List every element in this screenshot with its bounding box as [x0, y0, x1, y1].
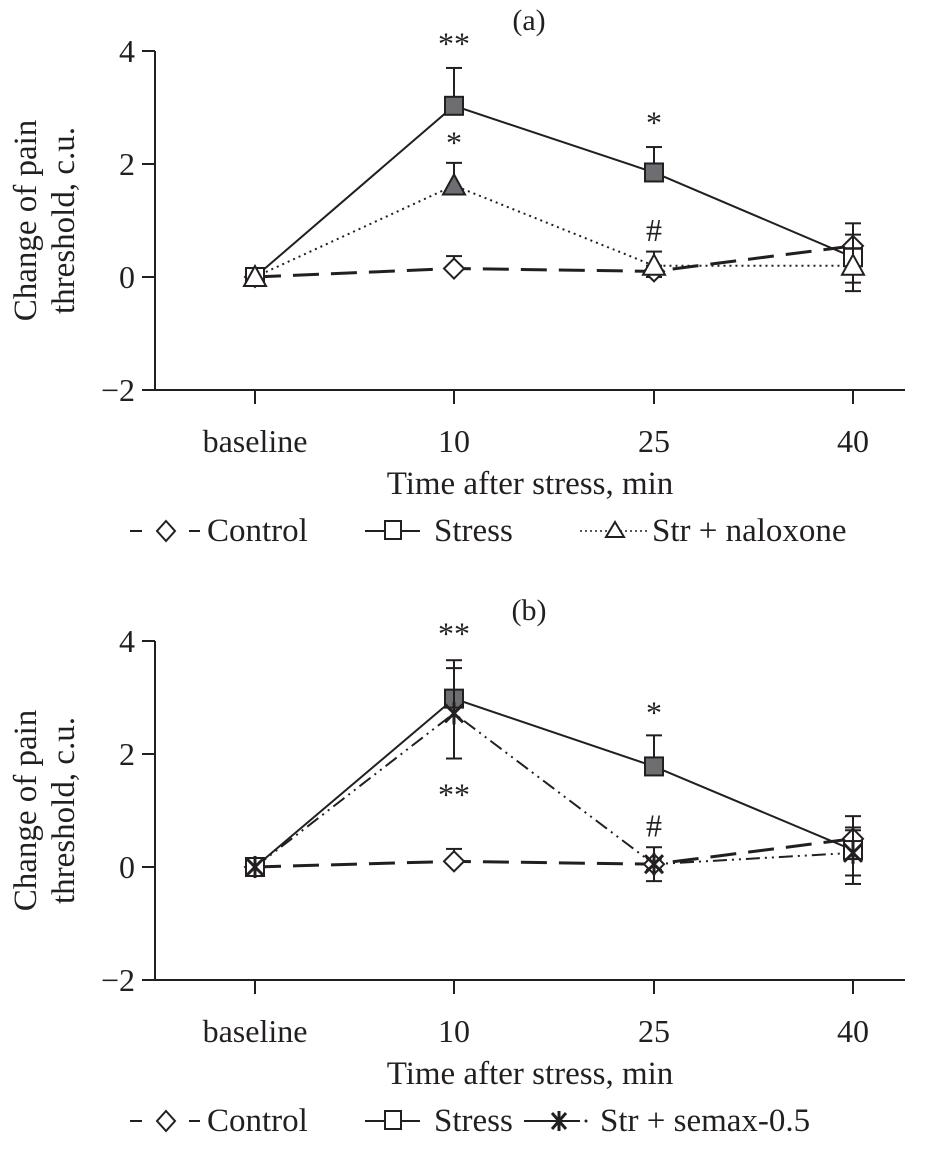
- data-point: [443, 702, 465, 725]
- x-tick-label: baseline: [203, 1013, 308, 1049]
- series-control: [254, 837, 854, 869]
- series-line: [254, 244, 854, 279]
- series-str-naloxone: [254, 184, 853, 278]
- y-tick-label: 0: [119, 259, 135, 295]
- legend-diamond-icon: [155, 519, 177, 543]
- series-points: [245, 66, 863, 293]
- significance-mark: **: [438, 26, 470, 62]
- x-tick-label: 25: [638, 1013, 670, 1049]
- panel-title: (b): [512, 594, 547, 627]
- y-tick-label: 4: [119, 623, 135, 659]
- series-line: [254, 697, 854, 868]
- series-points: [243, 233, 865, 289]
- data-point: [442, 849, 466, 873]
- data-point: [244, 856, 266, 878]
- series-points: [243, 826, 865, 879]
- series-points: [244, 667, 864, 883]
- y-axis-label-line2: threshold, c.u.: [46, 127, 82, 314]
- x-tick-label: 40: [837, 1013, 869, 1049]
- legend-label: Stress: [434, 513, 513, 549]
- legend: Control Stress Str + naloxone: [130, 513, 847, 549]
- y-axis-label-line1: Change of pain: [8, 710, 44, 912]
- data-point: [444, 95, 464, 116]
- significance-mark: *: [646, 105, 662, 141]
- data-point: [242, 263, 268, 287]
- series-stress: [254, 104, 854, 278]
- y-tick-label: 4: [119, 33, 135, 69]
- x-tick-label: 10: [438, 1013, 470, 1049]
- legend-square-icon: [384, 1110, 402, 1130]
- legend-square-icon: [384, 520, 402, 540]
- data-point: [442, 257, 466, 280]
- data-point: [643, 853, 665, 876]
- panel-a: (a) 4 2 0 −2 baseline 10 25 40 Time after stress,…: [8, 4, 905, 549]
- y-axis-label: Change of pain threshold, c.u.: [8, 710, 82, 912]
- y-tick-label: −2: [101, 372, 135, 408]
- legend-label: Control: [207, 513, 308, 549]
- significance-mark: *: [446, 124, 462, 160]
- legend-label: Control: [207, 1103, 308, 1139]
- x-tick-label: 10: [438, 423, 470, 459]
- y-tick-label: 2: [119, 736, 135, 772]
- data-point: [441, 172, 467, 196]
- series-line: [254, 712, 854, 868]
- legend-diamond-icon: [155, 1109, 177, 1133]
- y-tick-label: 0: [119, 849, 135, 885]
- y-axis-label-line2: threshold, c.u.: [46, 717, 82, 904]
- panel-b: (b) 4 2 0 −2 baseline 10 25 40 Time after stress,…: [8, 594, 905, 1139]
- data-point: [842, 841, 864, 864]
- x-axis-label: Time after stress, min: [387, 1056, 674, 1092]
- y-tick-label: 2: [119, 146, 135, 182]
- significance-mark: *: [646, 695, 662, 731]
- series-control: [254, 244, 854, 279]
- panel-title: (a): [512, 4, 545, 37]
- data-point: [840, 252, 866, 276]
- x-axis-label: Time after stress, min: [387, 466, 674, 502]
- legend-asterisk-icon: [550, 1111, 568, 1131]
- legend: Control Stress Str + semax-0.5: [130, 1103, 810, 1139]
- legend-label: Str + naloxone: [652, 513, 847, 549]
- data-point: [644, 162, 664, 183]
- y-tick-label: −2: [101, 962, 135, 998]
- x-tick-label: baseline: [203, 423, 308, 459]
- x-tick-label: 40: [837, 423, 869, 459]
- significance-mark: #: [646, 212, 662, 248]
- x-tick-label: 25: [638, 423, 670, 459]
- series-line: [254, 104, 854, 278]
- series-str-semax-0-5: [254, 712, 854, 868]
- significance-mark: #: [646, 808, 662, 844]
- significance-mark: **: [438, 616, 470, 652]
- series-line: [254, 184, 853, 278]
- y-axis-label: Change of pain threshold, c.u.: [8, 120, 82, 322]
- y-axis-label-line1: Change of pain: [8, 120, 44, 322]
- data-point: [641, 252, 667, 276]
- legend-label: Stress: [434, 1103, 513, 1139]
- legend-dot: [584, 1119, 588, 1123]
- data-point: [644, 756, 664, 777]
- legend-label: Str + semax-0.5: [600, 1103, 810, 1139]
- series-stress: [254, 697, 854, 868]
- series-line: [254, 837, 854, 869]
- legend-triangle-icon: [604, 520, 626, 538]
- series-points: [242, 161, 866, 287]
- significance-mark: **: [438, 777, 470, 813]
